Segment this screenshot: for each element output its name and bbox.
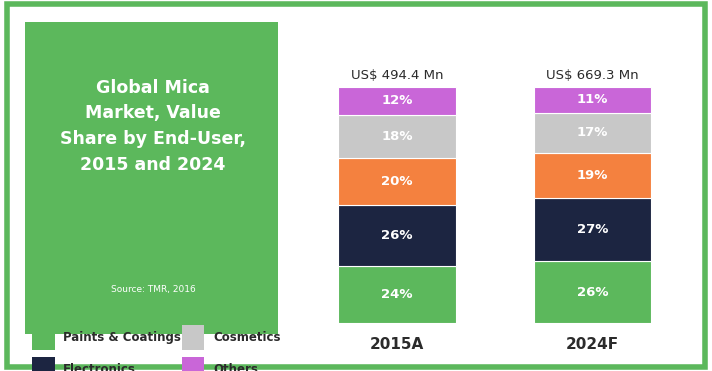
Bar: [534, 87, 651, 113]
Text: 11%: 11%: [577, 93, 609, 106]
Text: 12%: 12%: [381, 94, 413, 107]
Text: Paints & Coatings: Paints & Coatings: [63, 331, 182, 344]
Bar: [338, 115, 456, 158]
Bar: [534, 113, 651, 153]
Bar: [338, 266, 456, 323]
Bar: [534, 198, 651, 262]
Text: 24%: 24%: [381, 288, 413, 301]
Bar: [338, 87, 456, 115]
Bar: [534, 153, 651, 198]
Bar: [338, 158, 456, 205]
Text: Electronics: Electronics: [63, 362, 136, 371]
Text: 26%: 26%: [577, 286, 609, 299]
Text: 19%: 19%: [577, 169, 609, 182]
Text: US$ 494.4 Mn: US$ 494.4 Mn: [351, 69, 443, 82]
Text: 20%: 20%: [381, 175, 413, 188]
Text: Global Mica
Market, Value
Share by End-User,
2015 and 2024: Global Mica Market, Value Share by End-U…: [60, 79, 246, 174]
Text: 18%: 18%: [381, 130, 413, 143]
Text: 2015A: 2015A: [370, 337, 424, 352]
Text: 17%: 17%: [577, 126, 609, 139]
Text: 26%: 26%: [381, 229, 413, 242]
Text: US$ 669.3 Mn: US$ 669.3 Mn: [546, 69, 639, 82]
Bar: [534, 262, 651, 323]
Text: Cosmetics: Cosmetics: [213, 331, 281, 344]
Text: 27%: 27%: [577, 223, 609, 236]
Text: Source: TMR, 2016: Source: TMR, 2016: [110, 285, 196, 294]
Text: Others: Others: [213, 362, 258, 371]
Text: 2024F: 2024F: [566, 337, 619, 352]
Bar: [338, 205, 456, 266]
